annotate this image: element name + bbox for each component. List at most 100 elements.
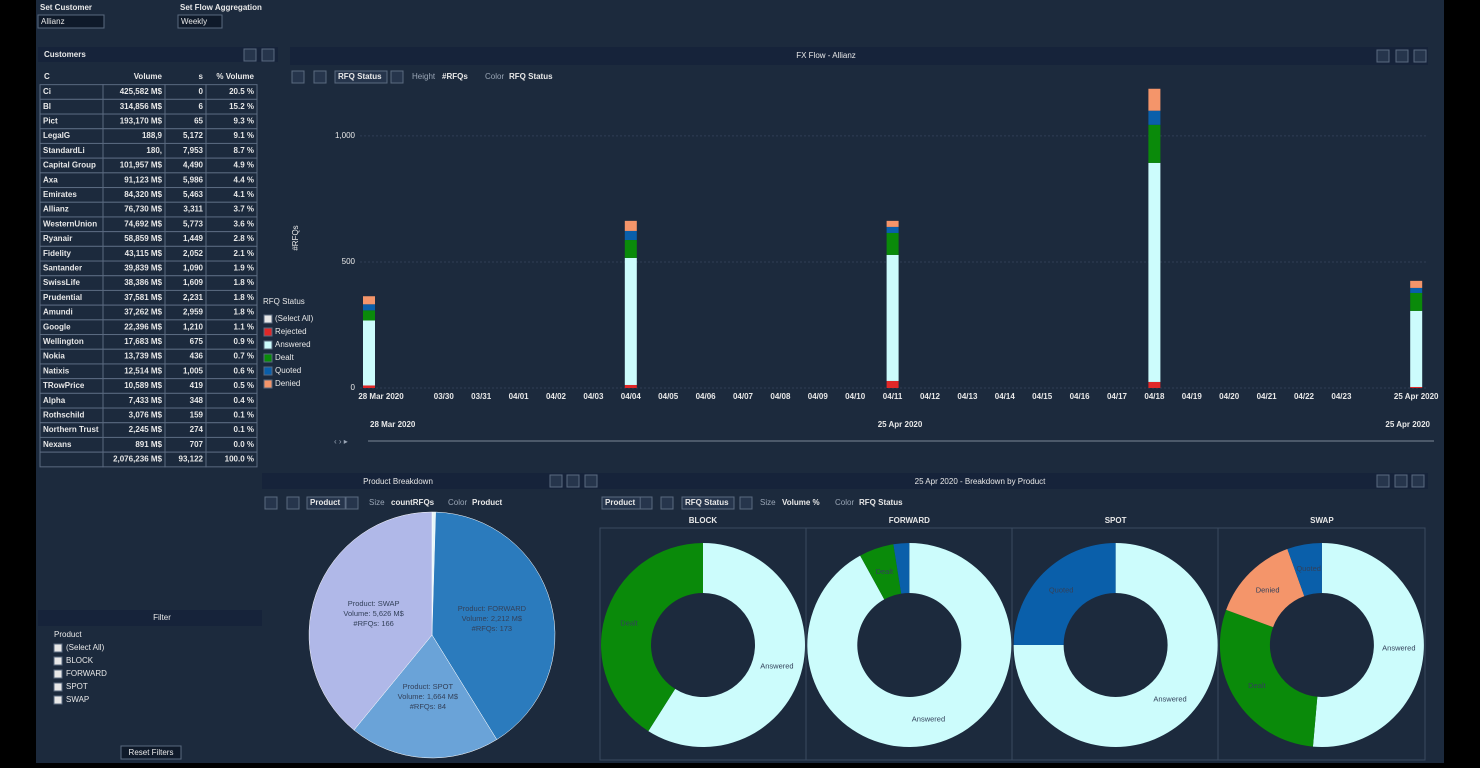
slice-label: Product: SPOT bbox=[403, 682, 454, 691]
reset-label[interactable]: Reset Filters bbox=[129, 748, 174, 757]
table-cell-text: 2.1 % bbox=[234, 249, 254, 258]
toolbar-icon[interactable] bbox=[291, 70, 305, 84]
filter-option[interactable]: FORWARD bbox=[66, 669, 107, 678]
checkbox[interactable] bbox=[53, 669, 63, 679]
table-cell-text: 3.6 % bbox=[234, 219, 254, 228]
dropdown-value[interactable]: Weekly bbox=[181, 17, 207, 26]
legend-item[interactable]: Quoted bbox=[275, 366, 301, 375]
toolbar-icon[interactable] bbox=[1413, 49, 1427, 63]
customer-dropdown[interactable] bbox=[37, 14, 105, 29]
bar-segment bbox=[1148, 381, 1161, 388]
x-tick-label: 04/17 bbox=[1107, 392, 1128, 401]
range-label: 25 Apr 2020 bbox=[1385, 420, 1430, 429]
toolbar-icon[interactable] bbox=[261, 48, 275, 62]
toolbar-icon[interactable] bbox=[345, 496, 359, 510]
filter-option[interactable]: SWAP bbox=[66, 695, 89, 704]
toolbar-icon[interactable] bbox=[390, 70, 404, 84]
table-cell-text: 193,170 M$ bbox=[120, 117, 163, 126]
table-cell-text: 4.4 % bbox=[234, 175, 254, 184]
filter-option[interactable]: (Select All) bbox=[66, 643, 105, 652]
table-cell-text: 9.1 % bbox=[234, 131, 254, 140]
legend-item[interactable]: Denied bbox=[275, 379, 300, 388]
slice-label: Answered bbox=[760, 661, 793, 670]
toolbar-icon[interactable] bbox=[584, 474, 598, 488]
toolbar-item: RFQ Status bbox=[685, 498, 729, 507]
table-cell-text: 425,582 M$ bbox=[120, 87, 163, 96]
legend-item[interactable]: Answered bbox=[275, 340, 311, 349]
toolbar-icon[interactable] bbox=[566, 474, 580, 488]
checkbox[interactable] bbox=[53, 656, 63, 666]
toolbar-icon[interactable] bbox=[286, 496, 300, 510]
legend-swatch[interactable] bbox=[263, 340, 273, 350]
toolbar-button[interactable] bbox=[306, 496, 346, 510]
legend-swatch[interactable] bbox=[263, 353, 273, 363]
toolbar-button[interactable] bbox=[681, 496, 735, 510]
toolbar-item: RFQ Status bbox=[338, 72, 382, 81]
toolbar-button[interactable] bbox=[334, 70, 388, 84]
panel-header bbox=[290, 47, 1428, 65]
table-cell-text: 9.3 % bbox=[234, 117, 254, 126]
table-cell-text: 13,739 M$ bbox=[124, 352, 162, 361]
range-label: 28 Mar 2020 bbox=[370, 420, 416, 429]
filter-option[interactable]: BLOCK bbox=[66, 656, 94, 665]
legend-item[interactable]: Dealt bbox=[275, 353, 294, 362]
toolbar-item: Product bbox=[605, 498, 636, 507]
legend-item[interactable]: (Select All) bbox=[275, 314, 314, 323]
toolbar-icon[interactable] bbox=[549, 474, 563, 488]
donut-slice bbox=[860, 544, 902, 600]
toolbar-icon[interactable] bbox=[1395, 49, 1409, 63]
x-tick-label: 04/02 bbox=[546, 392, 567, 401]
reset-button[interactable] bbox=[120, 745, 182, 760]
toolbar-icon[interactable] bbox=[639, 496, 653, 510]
toolbar-icon[interactable] bbox=[739, 496, 753, 510]
bar-segment bbox=[363, 304, 375, 311]
panel-title: BLOCK bbox=[689, 516, 718, 525]
y-tick-label: 500 bbox=[342, 257, 356, 266]
slice-label: Dealt bbox=[1248, 681, 1266, 690]
legend-swatch[interactable] bbox=[263, 379, 273, 389]
table-cell-text: 1.1 % bbox=[234, 322, 254, 331]
toolbar-icon[interactable] bbox=[1376, 49, 1390, 63]
legend-item[interactable]: Rejected bbox=[275, 327, 307, 336]
donut-slice bbox=[1226, 549, 1305, 628]
table-cell-text: 1,090 bbox=[183, 264, 204, 273]
dropdown-value[interactable]: Allianz bbox=[41, 17, 65, 26]
slice-label: Product: FORWARD bbox=[458, 604, 527, 613]
checkbox[interactable] bbox=[53, 695, 63, 705]
toolbar-icon[interactable] bbox=[1411, 474, 1425, 488]
table-cell-text: 43,115 M$ bbox=[125, 249, 163, 258]
toolbar-item: Size bbox=[760, 498, 776, 507]
legend-swatch[interactable] bbox=[263, 366, 273, 376]
table-cell-text: 37,581 M$ bbox=[124, 293, 162, 302]
toolbar-icon[interactable] bbox=[313, 70, 327, 84]
aggregation-dropdown[interactable] bbox=[177, 14, 223, 29]
toolbar-icon[interactable] bbox=[264, 496, 278, 510]
legend-swatch[interactable] bbox=[263, 327, 273, 337]
x-tick-label: 04/23 bbox=[1331, 392, 1352, 401]
toolbar-icon[interactable] bbox=[660, 496, 674, 510]
table-cell-text: 84,320 M$ bbox=[124, 190, 162, 199]
bar-segment bbox=[624, 240, 637, 258]
legend-checkbox[interactable] bbox=[263, 314, 273, 324]
slice-label: Dealt bbox=[620, 619, 638, 628]
panel-header bbox=[600, 473, 1428, 489]
table-cell-text: 3,076 M$ bbox=[129, 411, 163, 420]
filter-option[interactable]: SPOT bbox=[66, 682, 88, 691]
panel-title: SPOT bbox=[1105, 516, 1127, 525]
toolbar-icon[interactable] bbox=[1376, 474, 1390, 488]
checkbox[interactable] bbox=[53, 643, 63, 653]
checkbox[interactable] bbox=[53, 682, 63, 692]
x-tick-label: 04/06 bbox=[696, 392, 717, 401]
table-cell-text: 419 bbox=[190, 381, 204, 390]
toolbar-icon[interactable] bbox=[243, 48, 257, 62]
table-cell-text: 17,683 M$ bbox=[124, 337, 162, 346]
bar-segment bbox=[886, 220, 899, 227]
toolbar-button[interactable] bbox=[601, 496, 641, 510]
x-tick-label: 04/08 bbox=[770, 392, 791, 401]
table-cell-text: 8.7 % bbox=[234, 146, 254, 155]
y-tick-label: 1,000 bbox=[335, 131, 356, 140]
slider-nav[interactable]: ‹ › ▸ bbox=[334, 437, 348, 446]
table-cell-text: Natixis bbox=[43, 366, 70, 375]
table-cell-text: 4.9 % bbox=[234, 161, 254, 170]
toolbar-icon[interactable] bbox=[1394, 474, 1408, 488]
